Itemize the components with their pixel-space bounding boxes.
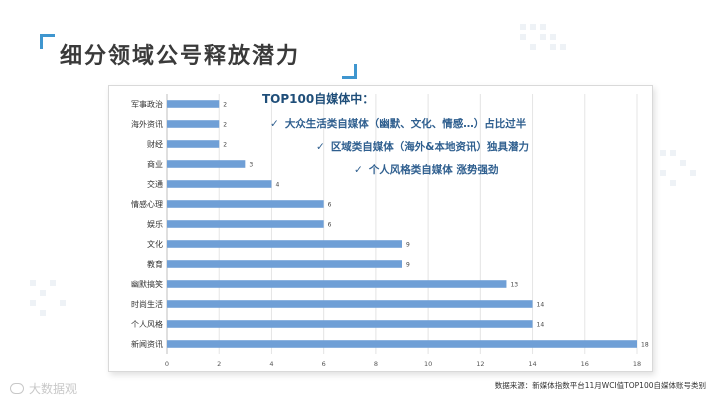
category-label: 娱乐 bbox=[147, 219, 163, 229]
bar bbox=[167, 320, 533, 328]
title-bracket-bottom-right bbox=[342, 64, 357, 79]
chart-panel: 0 2 4 6 8 10 12 14 16 18 军事政治 2 海外资讯 2 财经 2 商业 3 交通 4 情感心理 6 娱… bbox=[108, 85, 653, 372]
data-label: 13 bbox=[510, 282, 518, 289]
x-tick-label: 6 bbox=[322, 360, 326, 368]
bar bbox=[167, 140, 220, 148]
x-tick-label: 18 bbox=[633, 360, 641, 368]
bar bbox=[167, 280, 507, 288]
data-label: 18 bbox=[641, 342, 649, 349]
check-icon: ✓ bbox=[354, 164, 363, 176]
x-tick-label: 2 bbox=[217, 360, 221, 368]
category-label: 交通 bbox=[147, 179, 163, 189]
category-label: 情感心理 bbox=[131, 199, 163, 209]
category-label: 教育 bbox=[147, 259, 163, 269]
x-tick-label: 12 bbox=[476, 360, 484, 368]
watermark: 大数据观 bbox=[10, 380, 77, 397]
bar bbox=[167, 100, 220, 108]
bar bbox=[167, 260, 402, 268]
x-tick-label: 8 bbox=[374, 360, 378, 368]
watermark-logo-icon bbox=[10, 383, 24, 394]
data-label: 6 bbox=[328, 222, 332, 229]
x-tick-label: 14 bbox=[528, 360, 536, 368]
data-label: 2 bbox=[223, 122, 227, 129]
category-label: 时尚生活 bbox=[131, 299, 163, 309]
data-label: 6 bbox=[328, 202, 332, 209]
annotation-line-1: ✓ 大众生活类自媒体（幽默、文化、情感…）占比过半 bbox=[270, 116, 526, 131]
category-label: 文化 bbox=[147, 239, 163, 249]
data-label: 9 bbox=[406, 262, 410, 269]
category-label: 新闻资讯 bbox=[131, 339, 163, 349]
annotation-line-1-text: 大众生活类自媒体（幽默、文化、情感…）占比过半 bbox=[284, 118, 527, 130]
annotation-line-3-text: 个人风格类自媒体 涨势强劲 bbox=[368, 164, 499, 176]
bar bbox=[167, 200, 324, 208]
bar bbox=[167, 160, 246, 168]
x-tick-label: 0 bbox=[165, 360, 169, 368]
title-bracket-top-left bbox=[40, 34, 55, 49]
x-tick-label: 16 bbox=[581, 360, 589, 368]
x-tick-label: 4 bbox=[269, 360, 273, 368]
bar bbox=[167, 180, 272, 188]
annotation-line-3: ✓ 个人风格类自媒体 涨势强劲 bbox=[354, 162, 498, 177]
annotation-title: TOP100自媒体中： bbox=[262, 92, 375, 106]
annotation-box: TOP100自媒体中： ✓ 大众生活类自媒体（幽默、文化、情感…）占比过半 ✓ 区域… bbox=[262, 90, 592, 180]
check-icon: ✓ bbox=[316, 141, 325, 153]
data-label: 14 bbox=[537, 322, 545, 329]
check-icon: ✓ bbox=[270, 118, 279, 130]
category-label: 海外资讯 bbox=[131, 119, 163, 129]
x-tick-label: 10 bbox=[424, 360, 432, 368]
bar bbox=[167, 340, 637, 348]
bar bbox=[167, 300, 533, 308]
bar bbox=[167, 120, 220, 128]
annotation-line-2-text: 区域类自媒体（海外&本地资讯）独具潜力 bbox=[330, 141, 529, 153]
watermark-text: 大数据观 bbox=[29, 382, 78, 396]
bar bbox=[167, 240, 402, 248]
data-label: 2 bbox=[223, 142, 227, 149]
bar-chart: 0 2 4 6 8 10 12 14 16 18 军事政治 2 海外资讯 2 财经 2 商业 3 交通 4 情感心理 6 娱… bbox=[131, 94, 649, 368]
data-label: 4 bbox=[275, 182, 279, 189]
category-label: 财经 bbox=[147, 139, 163, 149]
category-label: 商业 bbox=[147, 159, 163, 169]
bar bbox=[167, 220, 324, 228]
annotation-line-2: ✓ 区域类自媒体（海外&本地资讯）独具潜力 bbox=[316, 139, 529, 154]
data-source-note: 数据来源：新媒体指数平台11月WCI值TOP100自媒体账号类别 bbox=[494, 381, 706, 390]
page-title: 细分领域公号释放潜力 bbox=[60, 44, 301, 69]
data-label: 3 bbox=[249, 162, 253, 169]
data-label: 9 bbox=[406, 242, 410, 249]
category-label: 幽默搞笑 bbox=[131, 279, 163, 289]
data-label: 14 bbox=[537, 302, 545, 309]
data-label: 2 bbox=[223, 102, 227, 109]
category-label: 军事政治 bbox=[131, 99, 163, 109]
category-label: 个人风格 bbox=[131, 319, 163, 329]
